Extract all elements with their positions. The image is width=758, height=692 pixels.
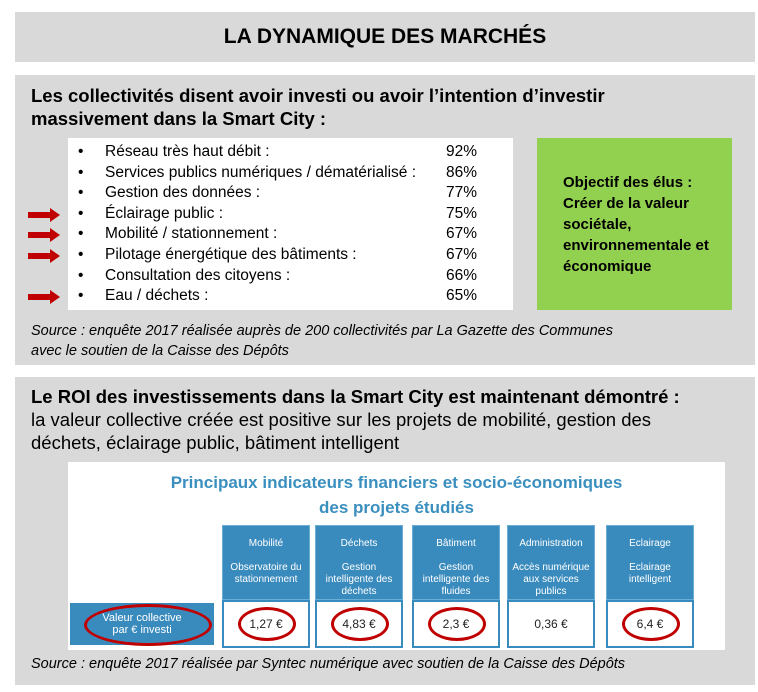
infographic-title: Principaux indicateurs financiers et soc… [68, 470, 725, 520]
highlight-circle [84, 604, 212, 646]
column-header: Mobilité Observatoire du stationnement [222, 525, 310, 600]
highlight-circle [428, 607, 486, 641]
item-percent: 67% [446, 225, 478, 243]
column-header: Administration Accès numérique aux servic… [507, 525, 595, 600]
source-line: avec le soutien de la Caisse des Dépôts [31, 343, 289, 359]
item-percent: 65% [446, 287, 478, 305]
objective-line: environnementale et [563, 236, 709, 254]
column-header: Bâtiment Gestion intelligente des fluides [412, 525, 500, 600]
column-header: Déchets Gestion intelligente des déchets [315, 525, 403, 600]
highlight-circle [622, 607, 680, 641]
objective-line: Créer de la valeur [563, 194, 689, 212]
bullet: • [78, 184, 84, 202]
column-project: Accès numérique aux services publics [512, 562, 590, 597]
item-percent: 92% [446, 143, 478, 160]
roi-heading: Le ROI des investissements dans la Smart… [31, 386, 680, 407]
investment-list: • Réseau très haut débit : 92% • Services pu… [68, 138, 513, 310]
item-percent: 67% [446, 246, 478, 263]
column-category: Mobilité [248, 538, 284, 549]
roi-source: Source : enquête 2017 réalisée par Synte… [31, 656, 626, 672]
bullet: • [78, 287, 84, 305]
column-category: Bâtiment [436, 538, 476, 549]
item-label: Éclairage public : [105, 204, 224, 222]
bullet: • [78, 266, 84, 284]
roi-text: déchets, éclairage public, bâtiment inte… [31, 432, 400, 453]
infographic-title-line: Principaux indicateurs financiers et soc… [170, 473, 623, 492]
item-percent: 66% [446, 266, 478, 284]
survey-section: Les collectivités disent avoir investi o… [15, 75, 755, 365]
item-percent: 77% [446, 184, 478, 202]
column-category: Déchets [340, 538, 378, 549]
roi-text: la valeur collective créée est positive … [31, 409, 652, 430]
highlight-circle [331, 607, 389, 641]
red-arrow-icon [28, 249, 60, 263]
column-project: Gestion intelligente des déchets [325, 562, 393, 597]
column-category: Eclairage [629, 538, 671, 549]
column-project: Gestion intelligente des fluides [422, 562, 490, 597]
objective-box: Objectif des élus : Créer de la valeur soc… [537, 138, 732, 310]
item-label: Pilotage énergétique des bâtiments : [105, 246, 357, 263]
survey-source: Source : enquête 2017 réalisée auprès de… [31, 321, 613, 361]
page-title: LA DYNAMIQUE DES MARCHÉS [15, 12, 755, 62]
objective-line: sociétale, [563, 215, 632, 233]
item-label: Mobilité / stationnement : [105, 225, 278, 243]
item-label: Réseau très haut débit : [105, 143, 270, 160]
roi-infographic: Principaux indicateurs financiers et soc… [68, 462, 725, 650]
column-project: Observatoire du stationnement [230, 562, 302, 585]
red-arrow-icon [28, 207, 60, 222]
item-label: Consultation des citoyens : [105, 266, 291, 284]
column-header: Eclairage Eclairage intelligent [606, 525, 694, 600]
item-percent: 86% [446, 163, 478, 181]
column-project: Eclairage intelligent [628, 562, 672, 585]
red-arrow-icon [28, 228, 60, 243]
item-label: Gestion des données : [105, 184, 261, 202]
objective-line: Objectif des élus : [563, 173, 693, 191]
bullet: • [78, 204, 84, 222]
collective-value: 0,36 € [534, 617, 568, 631]
item-label: Services publics numériques / dématérial… [105, 163, 416, 181]
highlight-circle [238, 607, 296, 641]
bullet: • [78, 163, 84, 181]
bullet: • [78, 225, 84, 243]
item-percent: 75% [446, 204, 478, 222]
item-label: Eau / déchets : [105, 287, 209, 305]
roi-section: Le ROI des investissements dans la Smart… [15, 377, 755, 685]
value-cell: 0,36 € [507, 600, 595, 648]
source-line: Source : enquête 2017 réalisée auprès de… [31, 323, 613, 339]
heading-line: massivement dans la Smart City : [31, 108, 327, 129]
bullet: • [78, 143, 84, 160]
objective-line: économique [563, 257, 652, 275]
bullet: • [78, 246, 84, 263]
infographic-title-line: des projets étudiés [319, 498, 474, 517]
heading-line: Les collectivités disent avoir investi o… [31, 85, 605, 106]
column-category: Administration [519, 538, 583, 549]
survey-heading: Les collectivités disent avoir investi o… [31, 84, 605, 130]
red-arrow-icon [28, 290, 60, 305]
